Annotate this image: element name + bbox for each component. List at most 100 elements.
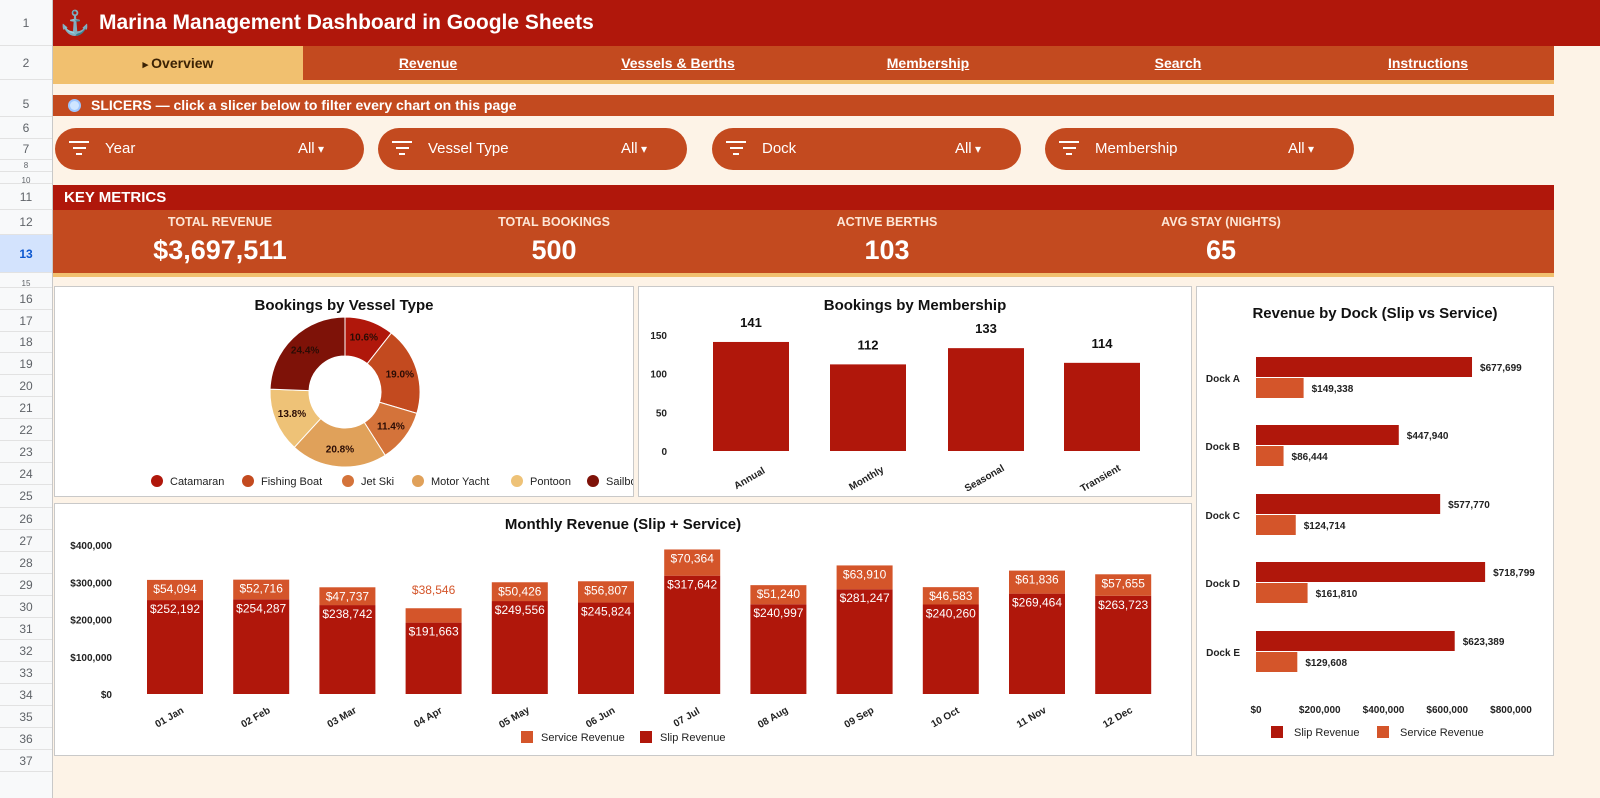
bar-12-dec-service[interactable] [1095,574,1152,596]
row-number[interactable]: 15 [0,280,52,288]
tab-search[interactable]: Search [1053,46,1303,80]
bar-annual[interactable] [713,341,789,451]
row-number[interactable]: 8 [0,160,52,172]
row-number[interactable]: 18 [0,332,52,353]
bar-03-mar-slip[interactable] [319,605,376,694]
row-number[interactable]: 10 [0,177,52,185]
slicer-value[interactable]: All ▾ [297,140,324,157]
bar-08-aug-slip[interactable] [750,604,807,694]
bar-dock-a-service[interactable] [1256,378,1304,398]
bar-07-jul-slip[interactable] [664,575,721,694]
row-number[interactable]: 31 [0,618,52,640]
bar-value-label: $240,997 [753,606,803,620]
bar-dock-c-slip[interactable] [1256,494,1441,514]
tab-revenue[interactable]: Revenue [303,46,553,80]
bar-05-may-service[interactable] [491,582,548,602]
row-number[interactable]: 26 [0,508,52,530]
row-header-column: 1 2 5 6 7 8 10 11 12 13 15 16 17 18 19 20 21 22 23 24 25 26 27… [0,0,53,798]
x-tick-label: 05 May [497,705,532,731]
bar-value-label: $52,716 [240,582,284,596]
row-number[interactable]: 33 [0,662,52,684]
bar-12-dec-slip[interactable] [1095,595,1152,694]
row-number[interactable]: 32 [0,640,52,662]
bar-dock-b-service[interactable] [1256,446,1284,466]
bar-dock-e-slip[interactable] [1256,631,1455,651]
x-tick-label: 10 Oct [930,705,963,730]
bar-10-oct-service[interactable] [922,587,979,605]
row-number[interactable]: 22 [0,419,52,441]
row-number[interactable]: 16 [0,288,52,310]
y-tick-label: 100 [650,370,667,381]
row-number[interactable]: 19 [0,353,52,375]
bar-08-aug-service[interactable] [750,585,807,605]
bar-02-feb-service[interactable] [233,579,290,600]
slicer-value[interactable]: All ▾ [954,140,981,157]
filter-icon [392,141,412,157]
row-number[interactable]: 28 [0,552,52,574]
bar-dock-a-slip[interactable] [1256,357,1473,377]
bar-06-jun-slip[interactable] [578,602,634,694]
row-number[interactable]: 34 [0,684,52,706]
bar-monthly[interactable] [830,364,906,451]
donut-slice-sailboat[interactable] [269,316,346,392]
row-number[interactable]: 37 [0,750,52,772]
bar-dock-d-service[interactable] [1256,583,1308,603]
tab-overview[interactable]: ▸ Overview [53,46,303,80]
slicer-dock[interactable]: Dock All ▾ [712,128,1021,170]
bar-09-sep-service[interactable] [836,565,893,590]
bar-dock-b-slip[interactable] [1256,425,1399,445]
bar-seasonal[interactable] [948,348,1024,451]
tab-vessels-berths[interactable]: Vessels & Berths [553,46,803,80]
slicer-vessel-type[interactable]: Vessel Type All ▾ [378,128,687,170]
legend-label: Service Revenue [1400,727,1484,739]
row-number[interactable]: 1 [0,0,52,46]
row-number[interactable]: 6 [0,117,52,139]
bar-05-may-slip[interactable] [491,601,548,694]
bar-04-apr-slip[interactable] [405,622,462,694]
slicer-membership[interactable]: Membership All ▾ [1045,128,1354,170]
bar-dock-c-service[interactable] [1256,515,1296,535]
row-number[interactable]: 25 [0,485,52,508]
legend-label: Fishing Boat [261,476,322,488]
row-number[interactable]: 11 [0,184,52,210]
row-number[interactable]: 12 [0,210,52,235]
bar-dock-d-slip[interactable] [1256,562,1486,582]
row-number[interactable]: 20 [0,375,52,397]
bar-01-jan-slip[interactable] [147,600,203,694]
row-number[interactable]: 17 [0,310,52,332]
bar-02-feb-slip[interactable] [233,599,290,694]
row-number[interactable]: 30 [0,596,52,618]
row-number[interactable]: 29 [0,574,52,596]
bar-11-nov-slip[interactable] [1009,593,1065,694]
slicer-year[interactable]: Year All ▾ [55,128,364,170]
row-number[interactable]: 7 [0,139,52,160]
row-number[interactable]: 27 [0,530,52,552]
tab-membership[interactable]: Membership [803,46,1053,80]
x-tick-label: Transient [1079,463,1124,495]
bar-06-jun-service[interactable] [578,581,634,603]
bar-04-apr-service[interactable] [405,608,462,623]
row-number[interactable]: 5 [0,91,52,117]
row-number[interactable]: 21 [0,397,52,419]
row-number[interactable]: 23 [0,441,52,463]
bar-dock-e-service[interactable] [1256,652,1298,672]
dock-revenue-bar-chart: Dock A $677,699 $149,338 Dock B $447,940 $86,… [1206,357,1535,739]
row-number[interactable]: 24 [0,463,52,485]
bar-07-jul-service[interactable] [664,549,721,576]
row-number[interactable]: 36 [0,728,52,750]
tab-instructions[interactable]: Instructions [1303,46,1553,80]
membership-chart-panel: Bookings by Membership 0 50 100 150 141 Annua… [638,286,1192,497]
row-number[interactable]: 13 [0,235,52,273]
bar-transient[interactable] [1064,362,1140,451]
bar-03-mar-service[interactable] [319,587,376,606]
slicer-value[interactable]: All ▾ [1287,140,1314,157]
bar-01-jan-service[interactable] [147,579,203,601]
slicer-value[interactable]: All ▾ [620,140,647,157]
page-title: Marina Management Dashboard in Google Sh… [99,11,594,34]
row-number[interactable]: 2 [0,46,52,80]
bar-10-oct-slip[interactable] [922,604,979,694]
row-number[interactable]: 35 [0,706,52,728]
bar-09-sep-slip[interactable] [836,589,893,694]
kpi-label: TOTAL REVENUE [167,215,273,229]
bar-11-nov-service[interactable] [1009,570,1065,594]
